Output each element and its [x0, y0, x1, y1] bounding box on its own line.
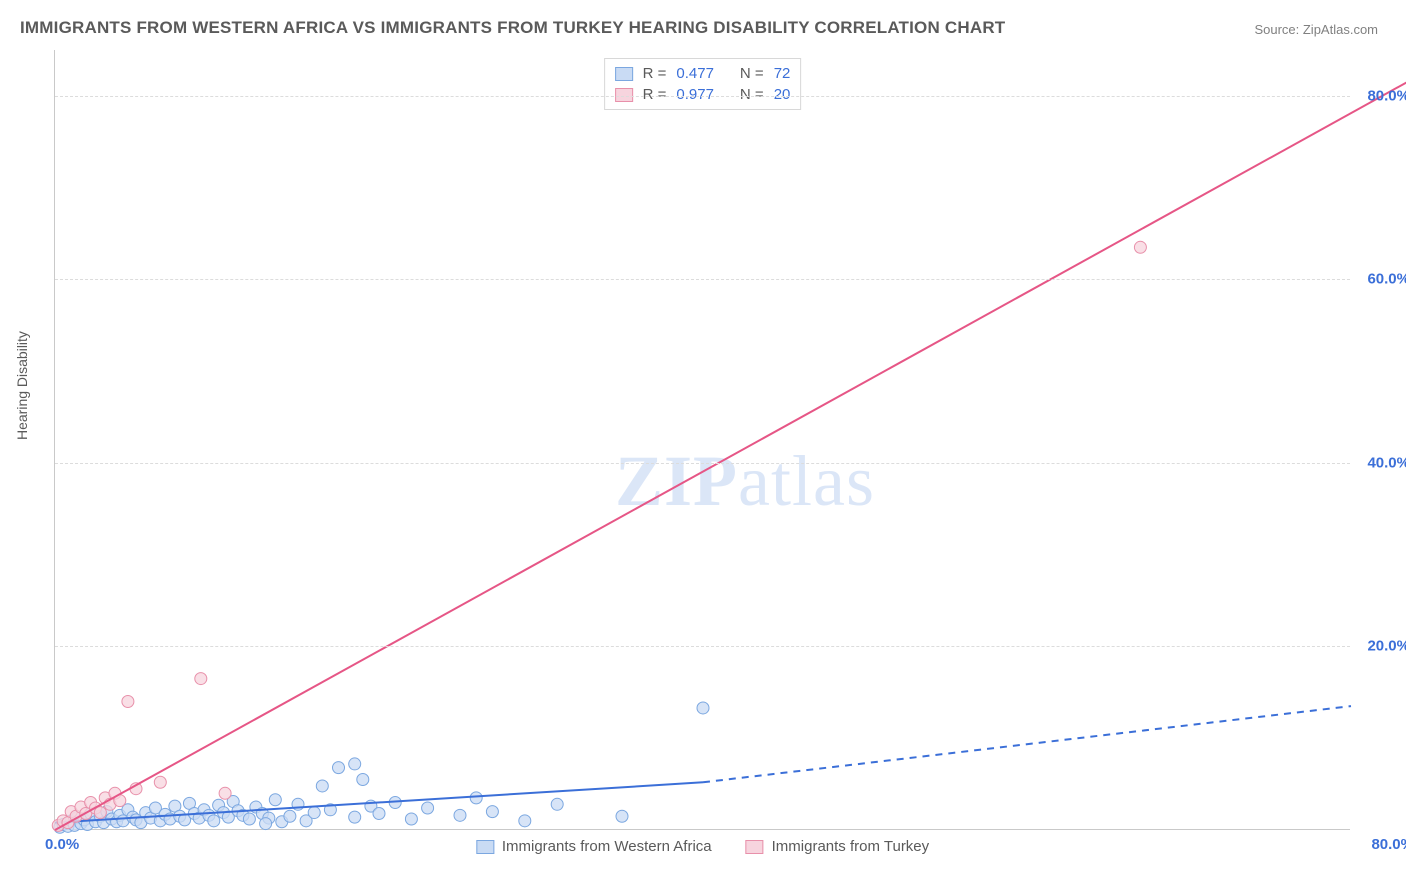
- n-value-0: 72: [774, 65, 791, 82]
- legend-item-1: Immigrants from Turkey: [746, 838, 930, 855]
- legend-series: Immigrants from Western Africa Immigrant…: [476, 838, 929, 855]
- y-tick-label: 40.0%: [1358, 454, 1406, 471]
- scatter-point: [208, 815, 220, 827]
- scatter-point: [219, 787, 231, 799]
- source-attribution: Source: ZipAtlas.com: [1254, 22, 1378, 37]
- scatter-point: [373, 807, 385, 819]
- scatter-point: [260, 818, 272, 830]
- scatter-point: [122, 696, 134, 708]
- legend-stats-box: R = 0.477 N = 72 R = 0.977 N = 20: [604, 58, 802, 110]
- scatter-point: [486, 806, 498, 818]
- swatch-series-0: [615, 67, 633, 81]
- y-axis-label: Hearing Disability: [14, 331, 30, 440]
- scatter-point: [405, 813, 417, 825]
- scatter-point: [243, 813, 255, 825]
- gridline-y: [55, 463, 1350, 464]
- scatter-point: [284, 810, 296, 822]
- gridline-y: [55, 646, 1350, 647]
- trend-line-dashed: [703, 706, 1351, 782]
- scatter-point: [422, 802, 434, 814]
- scatter-point: [1134, 241, 1146, 253]
- swatch-series-1: [615, 88, 633, 102]
- y-tick-label: 20.0%: [1358, 638, 1406, 655]
- trend-line-solid: [55, 68, 1406, 830]
- scatter-point: [616, 810, 628, 822]
- scatter-point: [333, 762, 345, 774]
- n-label-0: N =: [740, 65, 764, 82]
- plot-area: ZIPatlas R = 0.477 N = 72 R = 0.977 N = …: [54, 50, 1350, 830]
- legend-label-0: Immigrants from Western Africa: [502, 838, 712, 855]
- legend-swatch-0: [476, 840, 494, 854]
- legend-swatch-1: [746, 840, 764, 854]
- scatter-point: [697, 702, 709, 714]
- scatter-point: [269, 794, 281, 806]
- scatter-point: [357, 774, 369, 786]
- x-tick-max: 80.0%: [1371, 836, 1406, 853]
- legend-stats-row-1: R = 0.977 N = 20: [615, 84, 791, 105]
- chart-title: IMMIGRANTS FROM WESTERN AFRICA VS IMMIGR…: [20, 18, 1005, 38]
- scatter-point: [154, 776, 166, 788]
- legend-item-0: Immigrants from Western Africa: [476, 838, 712, 855]
- scatter-point: [551, 798, 563, 810]
- x-tick-min: 0.0%: [45, 836, 79, 853]
- scatter-point: [316, 780, 328, 792]
- scatter-point: [349, 811, 361, 823]
- legend-stats-row-0: R = 0.477 N = 72: [615, 63, 791, 84]
- r-value-1: 0.977: [676, 86, 714, 103]
- r-value-0: 0.477: [676, 65, 714, 82]
- scatter-point: [470, 792, 482, 804]
- y-tick-label: 80.0%: [1358, 87, 1406, 104]
- scatter-point: [454, 809, 466, 821]
- r-label-1: R =: [643, 86, 667, 103]
- n-value-1: 20: [774, 86, 791, 103]
- gridline-y: [55, 96, 1350, 97]
- scatter-point: [519, 815, 531, 827]
- scatter-point: [349, 758, 361, 770]
- y-tick-label: 60.0%: [1358, 271, 1406, 288]
- legend-label-1: Immigrants from Turkey: [772, 838, 930, 855]
- gridline-y: [55, 279, 1350, 280]
- chart-svg: [55, 50, 1350, 829]
- scatter-point: [195, 673, 207, 685]
- n-label-1: N =: [740, 86, 764, 103]
- scatter-point: [308, 807, 320, 819]
- r-label-0: R =: [643, 65, 667, 82]
